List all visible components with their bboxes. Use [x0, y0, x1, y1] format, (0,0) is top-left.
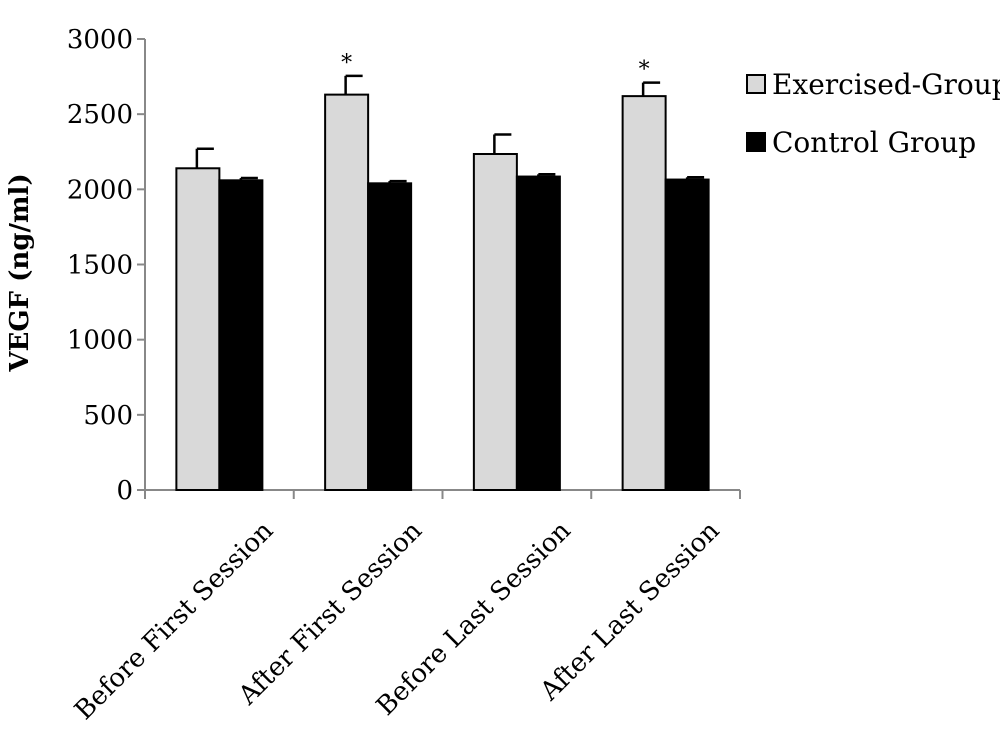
- bar-control-group: [515, 175, 561, 491]
- bar-exercised-group: [324, 93, 370, 492]
- legend-swatch: [746, 132, 766, 152]
- legend-swatch: [746, 74, 766, 94]
- y-tick-label: 1500: [67, 251, 133, 281]
- significance-annotation: *: [341, 51, 352, 76]
- legend: Exercised-Group Control Group: [746, 68, 1000, 159]
- bar-control-group: [367, 182, 413, 491]
- legend-label: Control Group: [772, 126, 976, 159]
- y-tick-label: 3000: [67, 25, 133, 55]
- bar-exercised-group: [175, 167, 221, 492]
- y-tick-label: 2500: [67, 100, 133, 130]
- y-tick-label: 500: [83, 401, 133, 431]
- y-tick-label: 2000: [67, 175, 133, 205]
- chart-bars: [175, 74, 710, 492]
- y-axis-label: VEGF (ng/ml): [5, 173, 35, 372]
- bar-exercised-group: [621, 95, 667, 491]
- bar-control-group: [218, 179, 264, 492]
- y-tick-label: 0: [116, 476, 133, 506]
- bar-control-group: [664, 178, 710, 491]
- y-tick-label: 1000: [67, 326, 133, 356]
- legend-label: Exercised-Group: [772, 68, 1000, 101]
- significance-annotation: *: [639, 58, 650, 83]
- bar-exercised-group: [472, 153, 518, 491]
